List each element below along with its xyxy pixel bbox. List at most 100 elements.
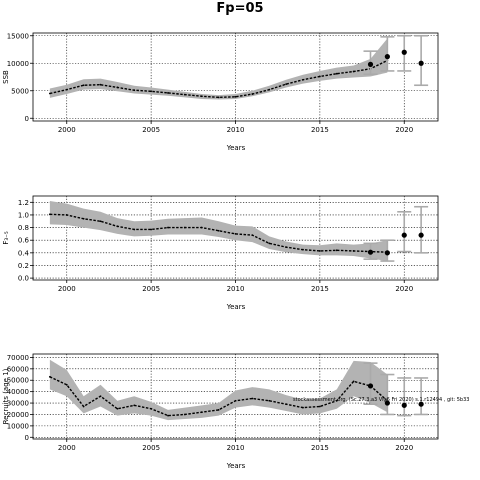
median-point (285, 246, 288, 249)
y-tick-label: 30000 (7, 400, 29, 408)
estimate-point (367, 383, 374, 389)
x-tick-label: 2020 (395, 285, 413, 293)
y-tick-label: 0 (25, 115, 29, 123)
median-point (150, 90, 153, 93)
median-point (318, 75, 321, 78)
median-point (251, 234, 254, 237)
median-point (150, 407, 153, 410)
median-point (200, 411, 203, 414)
x-tick-label: 2015 (311, 126, 329, 134)
median-point (335, 72, 338, 75)
median-point (133, 228, 136, 231)
median-point (116, 86, 119, 89)
median-point (183, 93, 186, 96)
provenance-annotation: stockassessment.org, (Sc.27.3.a3 Vig6 Fr… (293, 397, 469, 403)
x-axis-label: Years (226, 462, 246, 470)
estimate-point (367, 61, 374, 67)
y-tick-label: 0.6 (18, 237, 30, 245)
confidence-band (49, 38, 388, 100)
median-point (116, 225, 119, 228)
estimate-point (367, 249, 374, 255)
y-tick-label: 1.2 (18, 199, 29, 207)
median-point (116, 407, 119, 410)
median-point (133, 89, 136, 92)
median-point (335, 249, 338, 252)
median-point (200, 226, 203, 229)
estimate-point (418, 232, 424, 238)
fishing-mortality-panel: 2000 2005 2010 2015 2020 0.0 0.2 0.4 0.6 0.8 1.0 1.… (2, 195, 439, 311)
median-point (65, 383, 68, 386)
y-tick-label: 60000 (7, 365, 29, 373)
median-point (251, 93, 254, 95)
ssb-panel: 2000 2005 2010 2015 2020 0 5000 10000 15000 Years… (2, 32, 439, 152)
median-point (217, 409, 220, 411)
estimate-point (418, 401, 424, 407)
estimate-point (418, 60, 424, 66)
estimate-point (384, 54, 390, 60)
x-tick-label: 2000 (58, 126, 76, 134)
median-line (49, 376, 388, 417)
estimate-point (384, 400, 390, 406)
median-point (268, 399, 271, 402)
median-point (133, 404, 136, 407)
median-point (183, 226, 186, 229)
y-tick-label: 10000 (7, 422, 29, 430)
y-tick-label: 1.0 (18, 211, 29, 219)
median-point (48, 92, 51, 95)
y-tick-label: 40000 (7, 388, 29, 396)
median-point (318, 250, 321, 252)
x-tick-label: 2020 (395, 126, 413, 134)
y-tick-label: 5000 (11, 87, 29, 95)
median-point (335, 399, 338, 402)
y-axis-label: Recruits (age 1) (2, 368, 10, 424)
x-tick-label: 2015 (311, 444, 329, 452)
median-point (99, 83, 102, 86)
y-tick-label: 0.2 (18, 262, 29, 270)
median-point (167, 92, 169, 94)
median-point (82, 84, 85, 87)
median-point (65, 214, 68, 216)
estimate-point (401, 402, 407, 408)
median-point (167, 226, 169, 229)
y-tick-label: 10000 (7, 60, 29, 68)
median-point (251, 397, 254, 400)
y-tick-label: 20000 (7, 411, 29, 419)
x-tick-label: 2020 (395, 444, 413, 452)
y-tick-label: 0 (25, 434, 29, 442)
median-line (49, 213, 388, 253)
median-point (217, 229, 220, 232)
x-tick-label: 2000 (58, 285, 76, 293)
median-point (234, 399, 237, 402)
y-tick-label: 0.0 (18, 275, 29, 283)
x-tick-label: 2005 (142, 444, 160, 452)
y-tick-label: 15000 (7, 32, 29, 40)
median-point (65, 88, 68, 91)
median-point (150, 228, 153, 231)
median-point (302, 78, 304, 81)
x-tick-label: 2000 (58, 444, 76, 452)
median-point (352, 70, 355, 73)
median-point (285, 403, 288, 406)
x-tick-label: 2015 (311, 285, 329, 293)
median-point (99, 220, 102, 223)
y-tick-label: 50000 (7, 377, 29, 385)
median-point (99, 395, 102, 398)
median-point (82, 217, 85, 220)
estimate-point (384, 250, 390, 256)
y-axis-label: F₃₋₅ (2, 231, 10, 245)
y-tick-label: 0.4 (18, 249, 30, 257)
median-point (48, 213, 51, 216)
x-axis-label: Years (226, 303, 246, 311)
axes-frame (32, 32, 439, 122)
x-tick-label: 2005 (142, 285, 160, 293)
y-tick-label: 70000 (7, 354, 29, 362)
figure-title: Fp=05 (216, 1, 263, 16)
median-point (285, 83, 288, 86)
median-point (302, 248, 304, 251)
estimate-point (401, 49, 407, 55)
median-point (268, 242, 271, 245)
median-point (234, 232, 237, 235)
x-tick-label: 2010 (227, 126, 245, 134)
estimate-point (401, 232, 407, 238)
median-point (268, 88, 271, 91)
